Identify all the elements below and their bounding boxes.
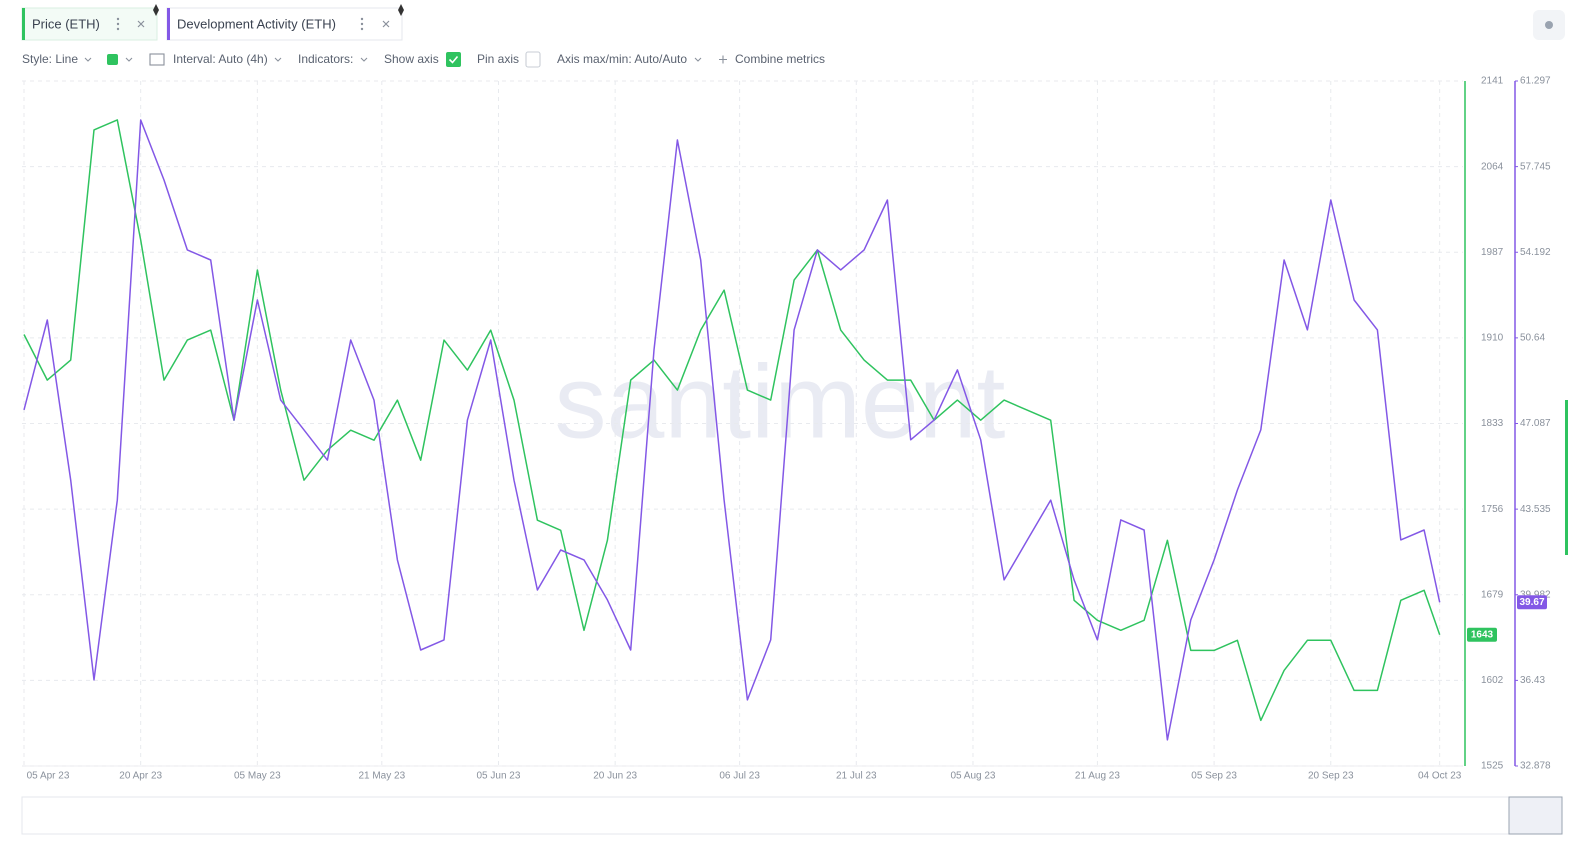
toolbar (84, 51, 727, 68)
y-tick-label: 1602 (1481, 675, 1504, 686)
x-tick-label: 20 Apr 23 (119, 771, 162, 782)
x-tick-label: 05 Jun 23 (477, 771, 521, 782)
watermark: santiment (555, 344, 1006, 460)
x-tick-label: 05 Sep 23 (1191, 771, 1237, 782)
last-value-label: 1643 (1471, 629, 1494, 640)
settings-dot (1545, 21, 1553, 29)
y-tick-label: 2141 (1481, 76, 1504, 87)
axis-minmax-dropdown[interactable]: Axis max/min: Auto/Auto (557, 52, 687, 66)
y2-tick-label: 54.192 (1520, 247, 1551, 258)
x-tick-label: 04 Oct 23 (1418, 771, 1462, 782)
y2-tick-label: 43.535 (1520, 504, 1551, 515)
interval-dropdown[interactable]: Interval: Auto (4h) (173, 52, 268, 66)
last-value-badge (1467, 627, 1497, 642)
tab-label: Development Activity (ETH) (177, 16, 336, 31)
tab-accent (167, 8, 170, 40)
last-value-label: 39.67 (1519, 597, 1544, 608)
chevron[interactable] (694, 57, 702, 62)
calendar-icon (149, 53, 165, 66)
plus-icon (719, 55, 727, 64)
x-tick-label: 21 May 23 (358, 771, 405, 782)
show-axis-label[interactable]: Show axis (384, 52, 439, 66)
chevron[interactable] (360, 57, 368, 62)
chevron[interactable] (274, 57, 282, 62)
chevron[interactable] (84, 57, 92, 62)
x-tick-label: 21 Jul 23 (836, 771, 877, 782)
y2-tick-label: 47.087 (1520, 418, 1551, 429)
combine-metrics[interactable]: Combine metrics (735, 52, 825, 66)
y2-tick-label: 32.878 (1520, 761, 1551, 772)
x-tick-label: 05 Aug 23 (950, 771, 995, 782)
y2-tick-label: 57.745 (1520, 161, 1551, 172)
tab-accent (22, 8, 25, 40)
x-tick-label: 05 Apr 23 (27, 771, 70, 782)
tab[interactable]: Development Activity (ETH) (166, 7, 403, 41)
show-axis-checkbox[interactable] (446, 52, 461, 67)
y-tick-label: 1987 (1481, 247, 1504, 258)
x-tick-label: 20 Sep 23 (1308, 771, 1354, 782)
y-tick-label: 1525 (1481, 761, 1504, 772)
x-tick-label: 06 Jul 23 (719, 771, 760, 782)
series-line (23, 119, 1441, 741)
y2-tick-label: 39.982 (1520, 589, 1551, 600)
y-tick-label: 2064 (1481, 161, 1504, 172)
check-mark (448, 55, 459, 64)
y2-tick-label: 36.43 (1520, 675, 1545, 686)
series-line (23, 119, 1441, 722)
menu-icon[interactable] (116, 17, 120, 31)
tab-label: Price (ETH) (32, 16, 100, 31)
close-icon[interactable] (137, 20, 145, 28)
y-tick-label: 1910 (1481, 333, 1504, 344)
y2-tick-label: 50.64 (1520, 333, 1545, 344)
chevron[interactable] (125, 57, 133, 62)
last-value-badge (1517, 595, 1547, 610)
close-icon[interactable] (382, 20, 390, 28)
scroll-indicator (1565, 400, 1568, 555)
y-tick-label: 1833 (1481, 418, 1504, 429)
x-tick-label: 20 Jun 23 (593, 771, 637, 782)
pin-checkbox[interactable] (525, 51, 541, 68)
y2-tick-label: 61.297 (1520, 76, 1551, 87)
menu-icon[interactable] (360, 17, 364, 31)
x-tick-label: 05 May 23 (234, 771, 281, 782)
y-tick-label: 1756 (1481, 504, 1504, 515)
navigator-window[interactable] (1508, 796, 1563, 835)
x-tick-label: 21 Aug 23 (1075, 771, 1120, 782)
pin-axis-label[interactable]: Pin axis (477, 52, 519, 66)
navigator[interactable] (21, 796, 1563, 835)
tab[interactable]: Price (ETH) (21, 7, 158, 41)
tab-box (21, 7, 158, 41)
indicators-dropdown[interactable]: Indicators: (298, 52, 353, 66)
style-dropdown[interactable]: Style: Line (22, 52, 78, 66)
y-tick-label: 1679 (1481, 589, 1504, 600)
color-swatch[interactable] (107, 54, 118, 65)
